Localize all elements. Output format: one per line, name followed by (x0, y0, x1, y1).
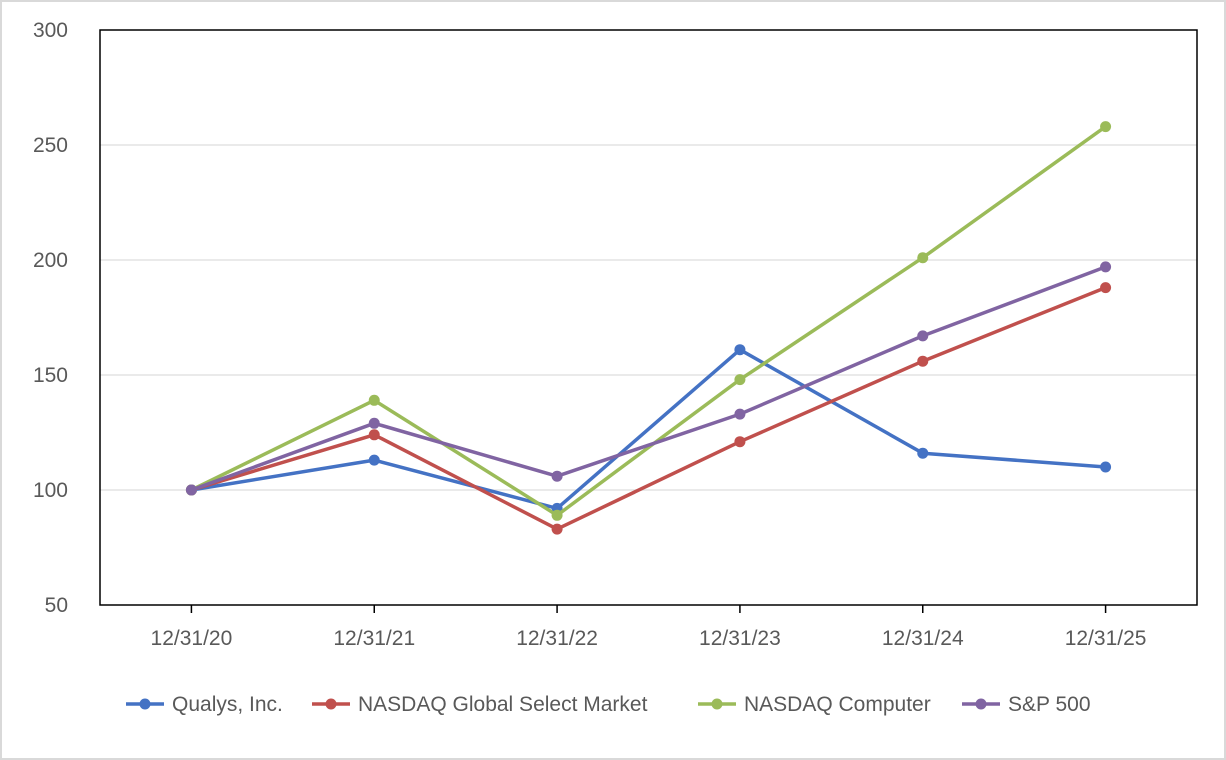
legend-label: Qualys, Inc. (172, 693, 283, 716)
x-tick-label: 12/31/20 (151, 627, 233, 650)
data-point (368, 417, 380, 429)
data-point (551, 523, 563, 535)
legend-swatch-marker (325, 698, 337, 710)
data-point (368, 429, 380, 441)
data-point (1100, 121, 1112, 133)
legend-label: NASDAQ Computer (744, 693, 931, 716)
legend-label: NASDAQ Global Select Market (358, 693, 648, 716)
legend-swatch-marker (711, 698, 723, 710)
data-point (734, 436, 746, 448)
legend-item: Qualys, Inc. (126, 693, 283, 716)
x-tick-label: 12/31/25 (1065, 627, 1147, 650)
data-point (917, 355, 929, 367)
y-tick-label: 200 (33, 249, 68, 272)
y-axis-ticks: 50 100 150 200 250 300 (33, 19, 68, 617)
series-line (190, 265, 1107, 492)
y-tick-label: 300 (33, 19, 68, 42)
series-nasdaq-computer (185, 121, 1112, 521)
data-point (734, 374, 746, 386)
series-s-p-500 (185, 261, 1112, 496)
plot-area-border (99, 29, 1198, 606)
legend: Qualys, Inc. NASDAQ Global Select Market N… (126, 693, 1091, 716)
data-point (368, 454, 380, 466)
x-tick-label: 12/31/24 (882, 627, 964, 650)
series-layer (185, 121, 1112, 535)
series-nasdaq-global-select-market (185, 282, 1112, 535)
series-line (190, 285, 1107, 531)
data-point (1100, 261, 1112, 273)
series-line (191, 347, 1106, 511)
data-point (368, 394, 380, 406)
legend-item: S&P 500 (962, 693, 1091, 716)
data-point (185, 484, 197, 496)
data-point (917, 252, 929, 264)
x-tick-label: 12/31/22 (516, 627, 598, 650)
x-tick-label: 12/31/23 (699, 627, 781, 650)
legend-item: NASDAQ Computer (698, 693, 931, 716)
series-line (190, 125, 1107, 518)
y-tick-label: 250 (33, 134, 68, 157)
y-tick-label: 50 (45, 594, 68, 617)
data-point (551, 470, 563, 482)
series-qualys-inc (185, 344, 1112, 514)
y-tick-label: 100 (33, 479, 68, 502)
legend-item: NASDAQ Global Select Market (312, 693, 648, 716)
data-point (734, 408, 746, 420)
x-tick-label: 12/31/21 (333, 627, 415, 650)
x-axis-ticks: 12/31/20 12/31/21 12/31/22 12/31/23 12/31/24… (151, 605, 1147, 650)
gridlines (100, 144, 1197, 491)
data-point (917, 330, 929, 342)
legend-swatch-marker (975, 698, 987, 710)
y-tick-label: 150 (33, 364, 68, 387)
legend-swatch-marker (139, 698, 151, 710)
legend-label: S&P 500 (1008, 693, 1091, 716)
data-point (1100, 461, 1112, 473)
data-point (1100, 282, 1112, 294)
data-point (917, 447, 929, 459)
data-point (734, 344, 746, 356)
data-point (551, 509, 563, 521)
